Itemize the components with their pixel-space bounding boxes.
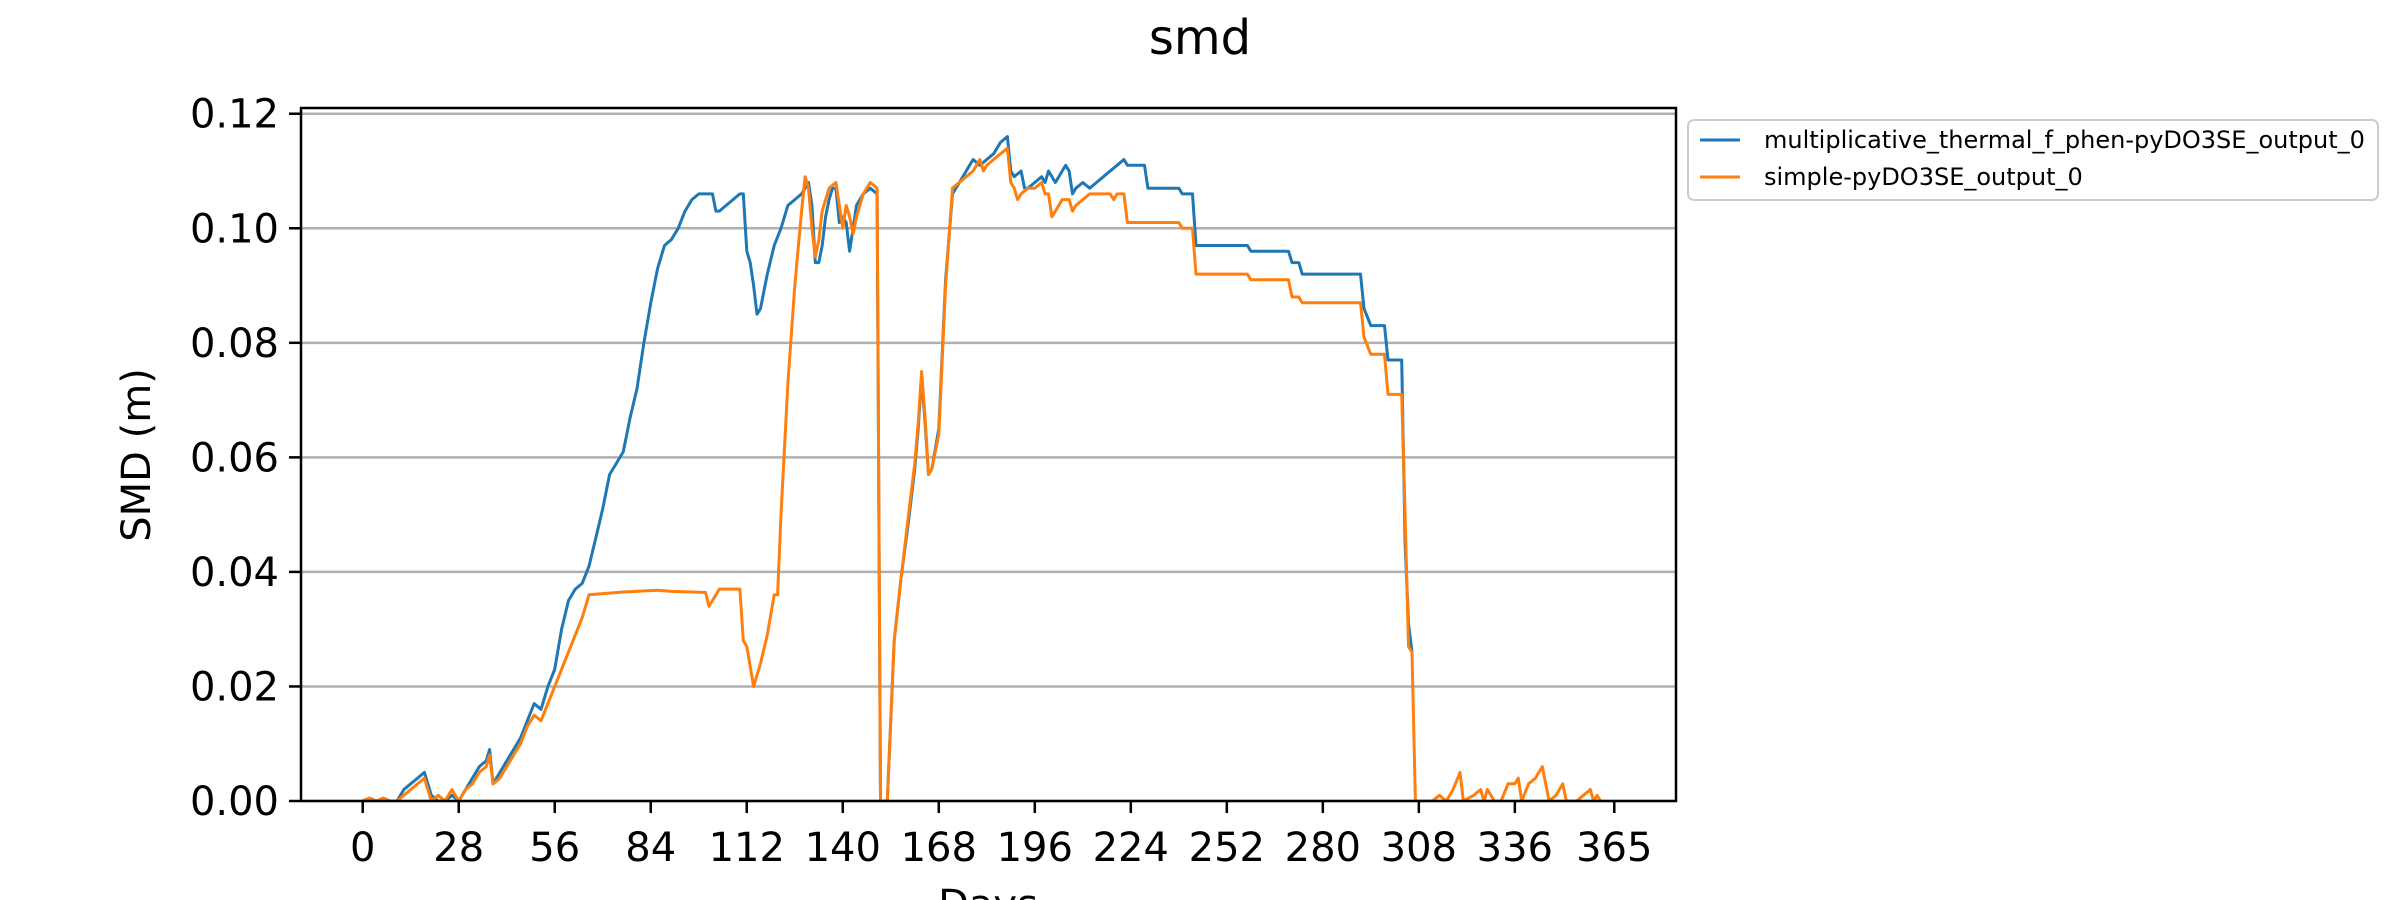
- x-axis-title: Days: [938, 882, 1038, 900]
- y-tick-label: 0.04: [190, 550, 279, 596]
- y-axis-title: SMD (m): [114, 368, 160, 542]
- x-tick-label: 308: [1381, 825, 1457, 871]
- x-tick-label: 84: [625, 825, 676, 871]
- legend: multiplicative_thermal_f_phen-pyDO3SE_ou…: [1687, 119, 2379, 201]
- x-axis: 0 28 56 84 112 140 168 196 224 252 280 308 336 365: [350, 801, 1652, 871]
- series-layer: [362, 135, 1602, 801]
- x-tick-label: 168: [901, 825, 977, 871]
- x-tick-label: 336: [1477, 825, 1553, 871]
- x-tick-label: 56: [529, 825, 580, 871]
- chart-title: smd: [1149, 10, 1251, 66]
- legend-box: [1687, 119, 2379, 201]
- y-tick-label: 0.08: [190, 321, 279, 367]
- x-tick-label: 252: [1189, 825, 1265, 871]
- y-tick-label: 0.02: [190, 664, 279, 710]
- x-tick-label: 0: [350, 825, 375, 871]
- y-tick-label: 0.10: [190, 206, 279, 252]
- x-tick-label: 112: [709, 825, 785, 871]
- x-tick-label: 196: [997, 825, 1073, 871]
- plot-frame: [299, 106, 1678, 803]
- plot-background: [301, 108, 1676, 801]
- x-tick-label: 365: [1576, 825, 1652, 871]
- x-tick-label: 224: [1093, 825, 1169, 871]
- y-tick-label: 0.06: [190, 435, 279, 481]
- y-axis: 0.00 0.02 0.04 0.06 0.08 0.10 0.12: [190, 92, 301, 825]
- plot-area: [299, 106, 1678, 803]
- legend-label-1: simple-pyDO3SE_output_0: [1764, 163, 2083, 191]
- legend-label-0: multiplicative_thermal_f_phen-pyDO3SE_ou…: [1764, 126, 2365, 154]
- x-tick-label: 140: [805, 825, 881, 871]
- y-tick-label: 0.12: [190, 92, 279, 138]
- y-tick-label: 0.00: [190, 779, 279, 825]
- x-tick-label: 28: [433, 825, 484, 871]
- series-line-1: [362, 146, 1602, 801]
- x-tick-label: 280: [1285, 825, 1361, 871]
